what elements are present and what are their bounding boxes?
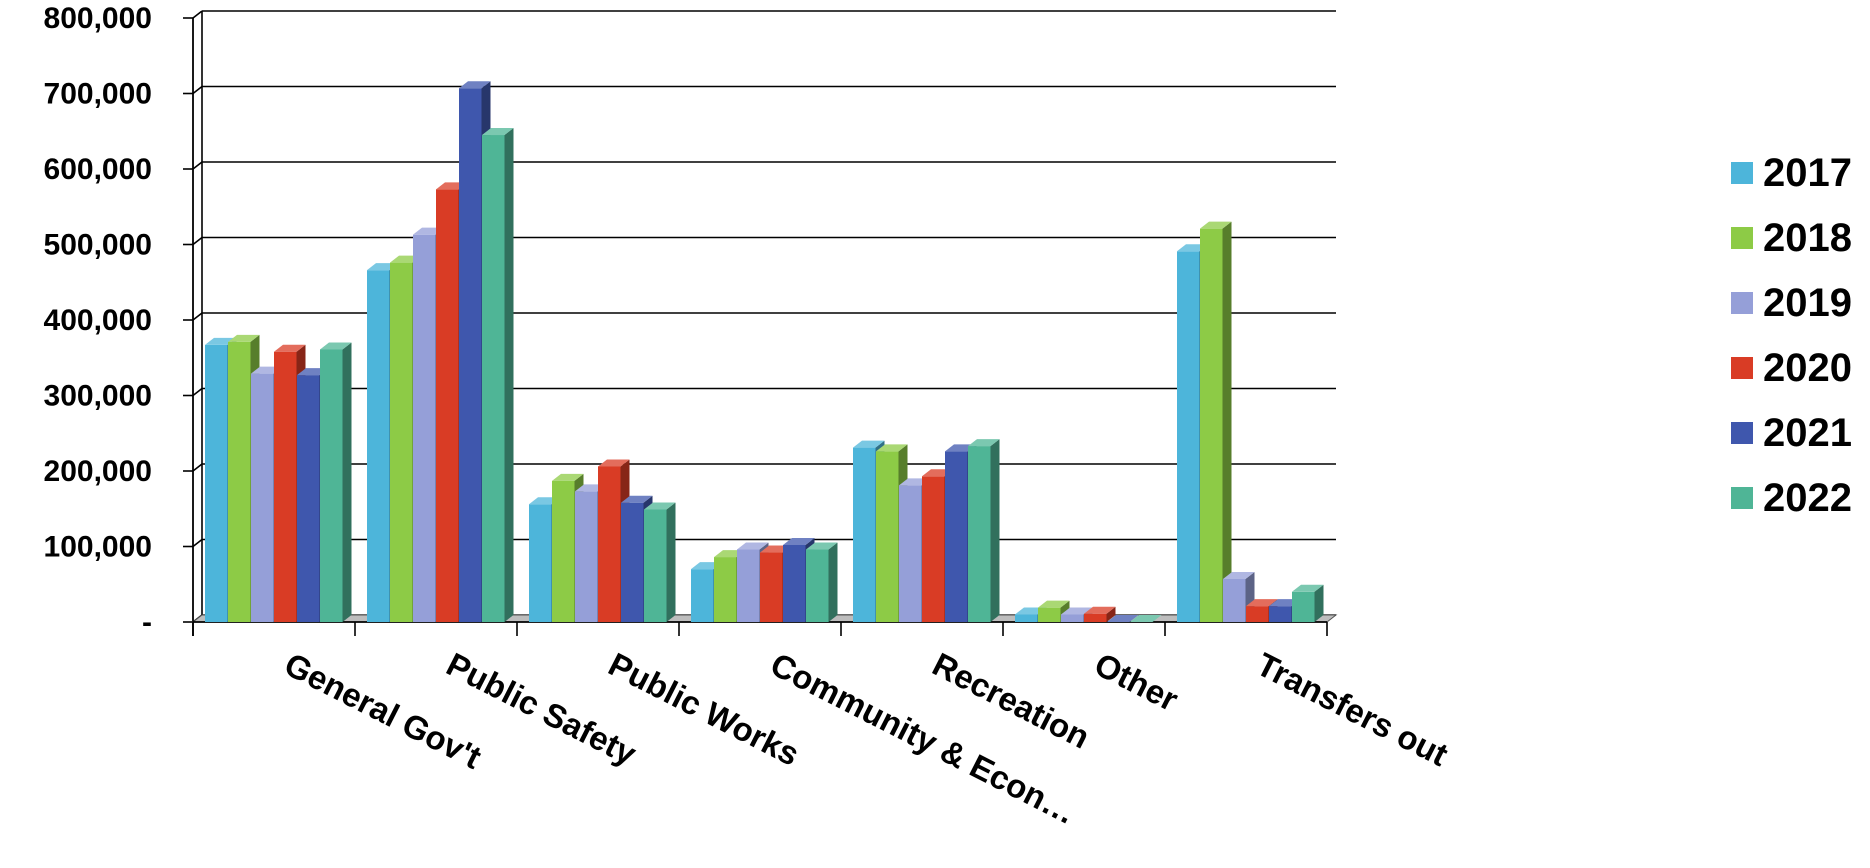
legend-swatch xyxy=(1731,422,1753,444)
legend-label: 2018 xyxy=(1763,216,1852,260)
legend-label: 2021 xyxy=(1763,411,1852,455)
y-tick-label: 300,000 xyxy=(44,380,152,413)
bar xyxy=(320,342,352,622)
bar xyxy=(482,128,514,622)
x-category-label: Community & Econ… xyxy=(765,645,1082,831)
axes xyxy=(183,11,1338,636)
gridline-side xyxy=(192,463,203,472)
y-tick-label: 200,000 xyxy=(44,455,152,488)
bar xyxy=(1200,221,1232,622)
x-category-label: Transfers out xyxy=(1251,645,1454,773)
bar xyxy=(1084,606,1116,622)
bar xyxy=(1130,615,1162,622)
legend: 2017 2018 2019 2020 2021 2022 xyxy=(1731,151,1852,520)
legend-label: 2017 xyxy=(1763,151,1852,195)
y-axis-tick-labels: - 100,000 200,000 300,000 400,000 500,000 600,… xyxy=(44,2,152,639)
y-tick-label: 100,000 xyxy=(44,531,152,564)
legend-swatch xyxy=(1731,357,1753,379)
gridline-side xyxy=(192,387,203,397)
legend-swatch xyxy=(1731,162,1753,184)
y-tick-label: 500,000 xyxy=(44,229,152,262)
bar xyxy=(644,502,676,622)
y-tick-label: - xyxy=(142,606,152,639)
gridline-side xyxy=(192,312,203,321)
gridlines xyxy=(192,10,1336,623)
bars xyxy=(205,81,1324,623)
gridline-side xyxy=(192,161,203,170)
bar xyxy=(1107,615,1139,622)
gridline-side xyxy=(192,10,203,19)
y-tick-label: 600,000 xyxy=(44,153,152,186)
legend-swatch xyxy=(1731,227,1753,249)
y-tick-label: 700,000 xyxy=(44,78,152,111)
legend-swatch xyxy=(1731,292,1753,314)
legend-label: 2022 xyxy=(1763,476,1852,520)
legend-label: 2019 xyxy=(1763,281,1852,325)
gridline-side xyxy=(192,236,203,246)
bar xyxy=(806,542,838,622)
y-tick-label: 800,000 xyxy=(44,2,152,35)
bar xyxy=(968,439,1000,622)
y-tick-label: 400,000 xyxy=(44,304,152,337)
legend-swatch xyxy=(1731,487,1753,509)
gridline-side xyxy=(192,85,203,95)
legend-label: 2020 xyxy=(1763,346,1852,390)
x-category-label: Other xyxy=(1089,645,1184,718)
bar xyxy=(1292,584,1324,622)
gridline-side xyxy=(192,538,203,548)
bar xyxy=(1038,600,1070,622)
